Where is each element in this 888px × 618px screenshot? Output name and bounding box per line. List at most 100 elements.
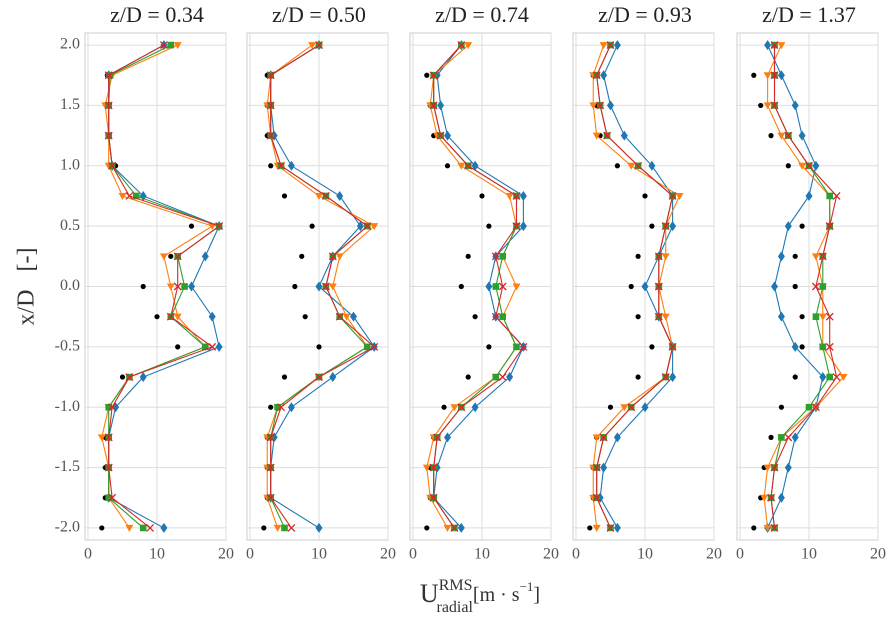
- label-close: ]: [533, 584, 540, 606]
- data-point: [315, 522, 323, 533]
- data-point: [599, 42, 608, 50]
- data-point: [770, 463, 779, 472]
- data-point: [108, 161, 117, 170]
- label-unit-sup: −1: [520, 579, 534, 594]
- data-point: [826, 192, 833, 200]
- data-point: [770, 523, 779, 532]
- data-point: [464, 161, 473, 170]
- data-point: [825, 312, 834, 321]
- data-point: [649, 223, 655, 229]
- x-tick-label: 0: [84, 546, 92, 563]
- data-point: [315, 281, 323, 292]
- data-point: [104, 101, 113, 110]
- data-point: [441, 404, 447, 410]
- data-point: [472, 314, 478, 320]
- data-point: [273, 524, 282, 532]
- y-tick-label: 1.0: [60, 156, 80, 173]
- data-point: [767, 493, 776, 502]
- data-point: [763, 524, 772, 532]
- label-sub: radial: [436, 599, 473, 616]
- data-point: [167, 41, 175, 49]
- data-point: [799, 314, 805, 320]
- data-point: [777, 70, 785, 81]
- data-point: [139, 524, 147, 532]
- data-point: [104, 463, 113, 472]
- data-point: [825, 222, 834, 231]
- x-tick-label: 20: [543, 546, 559, 563]
- data-point: [771, 281, 778, 292]
- data-point: [818, 252, 827, 261]
- data-point: [370, 223, 379, 231]
- data-point: [342, 313, 351, 321]
- data-point: [429, 71, 438, 80]
- data-point: [620, 130, 628, 141]
- data-point: [457, 162, 466, 170]
- x-axis-label: URMS radial[m · s−1]: [420, 577, 540, 616]
- data-point: [458, 283, 464, 290]
- data-point: [811, 253, 820, 261]
- y-tick-label: -0.5: [55, 338, 80, 355]
- data-point: [607, 100, 614, 111]
- data-point: [292, 283, 298, 290]
- data-point: [429, 101, 438, 110]
- data-point: [429, 463, 438, 472]
- x-tick-label: 20: [218, 546, 234, 563]
- data-point: [309, 223, 315, 229]
- data-point: [287, 160, 295, 171]
- data-point: [792, 283, 798, 290]
- data-point: [108, 403, 117, 412]
- data-point: [166, 312, 175, 321]
- data-point: [839, 374, 848, 382]
- data-point: [299, 253, 305, 259]
- data-point: [768, 434, 774, 440]
- panel-title: z/D = 0.93: [598, 2, 692, 27]
- data-point: [592, 132, 601, 140]
- data-point: [444, 432, 451, 443]
- data-point: [308, 42, 317, 50]
- panel-title: z/D = 0.50: [272, 2, 366, 27]
- data-point: [281, 374, 288, 380]
- data-point: [268, 163, 274, 169]
- data-point: [777, 251, 785, 262]
- data-point: [607, 404, 614, 410]
- x-tick-label: 10: [474, 546, 490, 563]
- x-tick-label: 10: [801, 546, 817, 563]
- data-point: [812, 313, 820, 320]
- data-point: [606, 523, 615, 532]
- data-point: [315, 192, 323, 200]
- data-point: [108, 493, 117, 502]
- data-point: [635, 253, 641, 259]
- data-point: [648, 160, 656, 171]
- data-point: [805, 190, 813, 201]
- panel: 0 10 20 z/D = 0.74: [409, 2, 559, 563]
- data-point: [479, 193, 485, 199]
- data-point: [173, 42, 182, 50]
- data-point: [760, 494, 769, 502]
- data-point: [268, 404, 274, 410]
- data-point: [805, 161, 813, 170]
- data-point: [799, 344, 805, 350]
- data-point: [444, 130, 451, 141]
- data-point: [600, 70, 608, 81]
- data-point: [125, 373, 134, 381]
- data-point: [119, 374, 126, 380]
- data-point: [770, 71, 779, 80]
- data-point: [444, 163, 451, 169]
- data-point: [328, 252, 337, 261]
- data-point: [261, 525, 267, 531]
- data-point: [668, 342, 677, 351]
- data-point: [777, 132, 786, 140]
- y-tick-label: 0.5: [60, 217, 80, 234]
- data-point: [424, 525, 430, 531]
- data-point: [146, 523, 155, 532]
- y-tick-label: 0.0: [60, 277, 80, 294]
- x-tick-label: 0: [572, 546, 580, 563]
- y-tick-label: -1.5: [55, 458, 80, 475]
- data-point: [592, 463, 601, 472]
- data-point: [208, 311, 216, 322]
- y-tick-label: -1.0: [55, 398, 80, 415]
- data-point: [669, 372, 677, 383]
- data-point: [315, 373, 323, 381]
- data-point: [370, 342, 379, 351]
- data-point: [763, 464, 772, 472]
